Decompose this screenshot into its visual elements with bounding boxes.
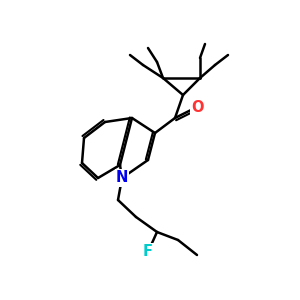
Text: N: N <box>116 170 128 185</box>
Text: O: O <box>191 100 203 115</box>
Text: F: F <box>143 244 153 260</box>
